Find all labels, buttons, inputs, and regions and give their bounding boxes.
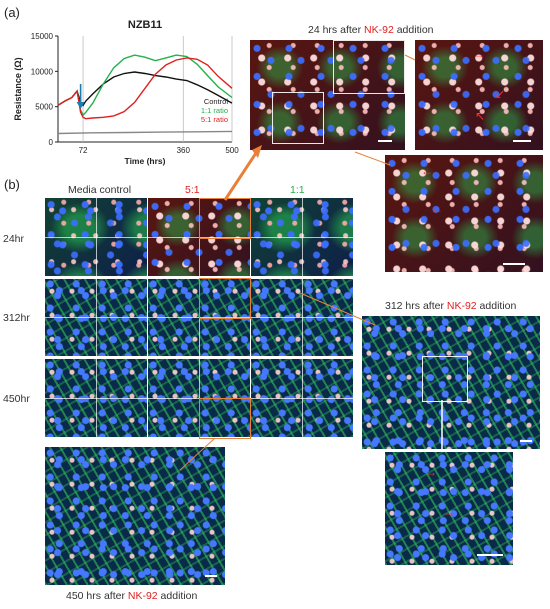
highlight-box-312hr	[199, 278, 251, 319]
y-axis-label: Resistance (Ω)	[13, 57, 23, 120]
series-line-2	[57, 57, 233, 120]
chart-title: NZB11	[128, 19, 162, 31]
column-header-5to1: 5:1	[185, 184, 200, 196]
bottom-caption-suffix: addition	[157, 590, 198, 602]
zoom-box	[422, 356, 468, 402]
connector-24hr	[223, 149, 260, 201]
y-tick-label: 15000	[31, 32, 54, 41]
micrograph-mosaic	[45, 198, 353, 439]
connector-450hr	[179, 437, 216, 471]
legend-entry-2: 5:1 ratio	[201, 115, 228, 124]
zoom-box-lower-left	[272, 92, 324, 144]
chart-series	[57, 54, 233, 135]
row-label-450hr: 450hr	[3, 393, 30, 405]
x-tick-label: 500	[225, 146, 239, 155]
x-tick-label: 360	[177, 146, 191, 155]
column-header-1to1: 1:1	[290, 184, 305, 196]
arrow-icon: ←	[431, 202, 443, 216]
micrograph-312hr-zoom: → →	[385, 452, 513, 565]
top-caption-suffix: addition	[393, 24, 434, 36]
highlight-box-450hr	[199, 398, 251, 439]
column-header-media-control: Media control	[68, 184, 132, 196]
arrow-icon: ←	[421, 164, 433, 178]
scale-bar	[503, 263, 525, 265]
row-label-24hr: 24hr	[3, 233, 25, 245]
y-tick-label: 5000	[35, 103, 53, 112]
mid-caption-prefix: 312 hrs after	[385, 300, 447, 312]
connector-zoom-bottom	[354, 151, 391, 166]
x-axis-label: Time (hrs)	[125, 156, 166, 166]
mid-caption-highlight: NK-92	[446, 300, 477, 312]
scale-bar	[477, 554, 503, 556]
x-tick-label: 72	[79, 146, 88, 155]
scale-bar	[513, 140, 531, 142]
top-caption-highlight: NK-92	[364, 24, 394, 36]
series-line-3	[57, 130, 233, 135]
micrograph-450hr-overview	[45, 447, 225, 585]
arrow-icon: →	[473, 47, 485, 61]
panel-b-label: (b)	[4, 177, 20, 192]
resistance-chart: NZB11 0 5000 10000 15000 72 360 500 Time (hrs) R…	[13, 19, 239, 166]
scale-bar	[378, 140, 392, 142]
legend-entry-0: Control	[204, 97, 229, 106]
mid-caption: 312 hrs after NK-92 addition	[385, 300, 516, 312]
row-label-312hr: 312hr	[3, 312, 30, 324]
connector-312hr	[299, 292, 376, 326]
bottom-caption: 450 hrs after NK-92 addition	[66, 590, 197, 602]
scale-bar	[205, 575, 217, 577]
mid-caption-suffix: addition	[476, 300, 517, 312]
panel-a-label: (a)	[4, 5, 20, 20]
bottom-caption-prefix: 450 hrs after	[66, 590, 128, 602]
chart-axes: 0 5000 10000 15000 72 360 500 Time (hrs) Resista…	[13, 32, 239, 166]
connector-zoom-top	[404, 54, 416, 61]
micrograph-24hr-zoom-top: → ↙ ↖	[415, 40, 543, 150]
legend-entry-1: 1:1 ratio	[201, 106, 228, 115]
micrograph-312hr-overview	[362, 316, 540, 449]
zoom-box-upper-right	[333, 40, 405, 94]
annotation-arrow-icon	[76, 102, 85, 109]
top-caption-prefix: 24 hrs after	[308, 24, 365, 36]
bottom-caption-highlight: NK-92	[127, 590, 158, 602]
arrow-icon: →	[425, 465, 437, 479]
y-tick-label: 0	[49, 138, 54, 147]
arrow-icon: ↖	[475, 109, 486, 123]
arrow-icon: ↙	[495, 87, 506, 101]
arrow-icon: →	[443, 505, 455, 519]
top-caption: 24 hrs after NK-92 addition	[308, 24, 434, 36]
scale-bar	[520, 440, 532, 442]
micrograph-24hr-overview	[250, 40, 405, 150]
micrograph-24hr-zoom-bottom: ← ←	[385, 155, 543, 272]
y-tick-label: 10000	[31, 67, 54, 76]
